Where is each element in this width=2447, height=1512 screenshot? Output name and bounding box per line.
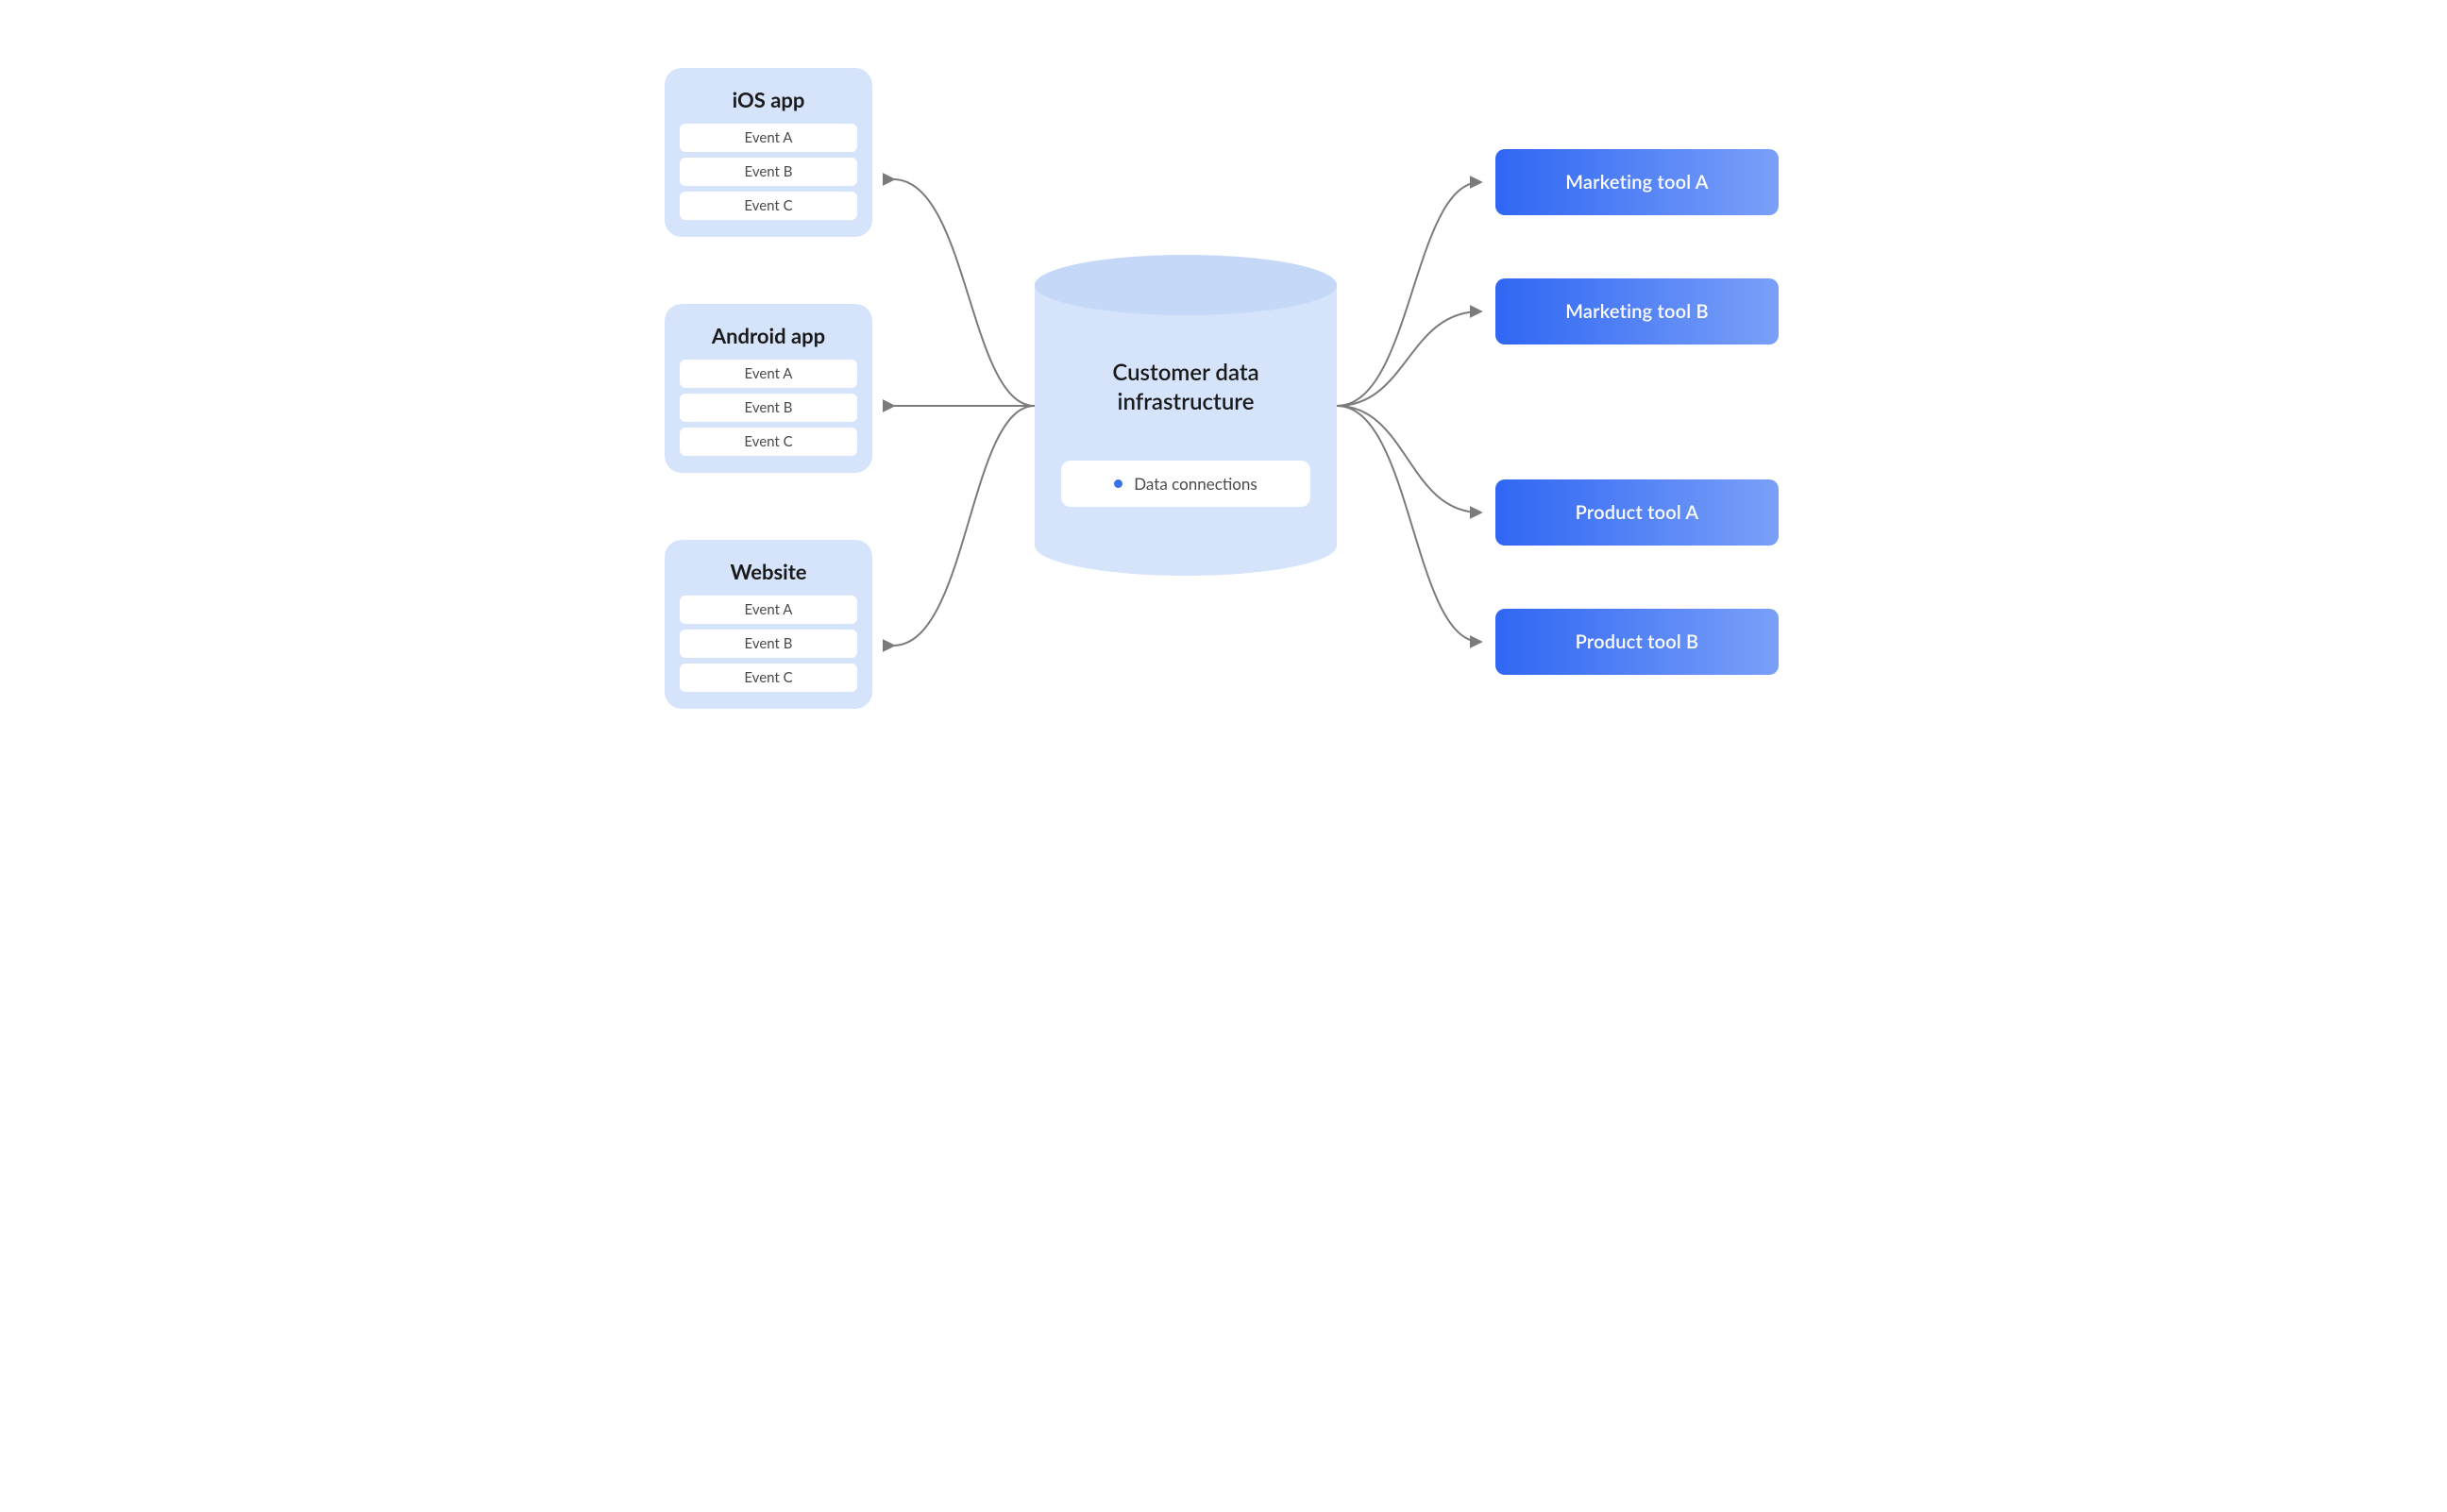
connector-path: [893, 406, 1035, 646]
source-event: Event C: [680, 428, 857, 456]
cylinder-title: Customer data infrastructure: [1035, 358, 1337, 416]
cylinder-chip-label: Data connections: [1134, 474, 1257, 494]
cylinder-bottom-ellipse: [1035, 515, 1337, 576]
dest-card-marketing-tool-b: Marketing tool B: [1495, 278, 1779, 344]
connector-path: [1337, 311, 1480, 406]
connector-path: [1337, 182, 1480, 406]
source-card-website: Website Event A Event B Event C: [665, 540, 872, 709]
source-event: Event A: [680, 124, 857, 152]
connector-path: [1337, 406, 1480, 512]
dest-label: Product tool B: [1576, 630, 1699, 653]
source-title: Website: [680, 559, 857, 584]
dest-card-marketing-tool-a: Marketing tool A: [1495, 149, 1779, 215]
cylinder-customer-data: Customer data infrastructure Data connec…: [1035, 255, 1337, 576]
connector-path: [893, 179, 1035, 406]
dest-card-product-tool-b: Product tool B: [1495, 609, 1779, 675]
source-event: Event B: [680, 630, 857, 658]
diagram-canvas: iOS app Event A Event B Event C Android app E…: [563, 0, 1884, 812]
source-title: iOS app: [680, 87, 857, 112]
source-card-android-app: Android app Event A Event B Event C: [665, 304, 872, 473]
source-event: Event B: [680, 158, 857, 186]
dest-label: Product tool A: [1576, 501, 1699, 524]
source-event: Event B: [680, 394, 857, 422]
dest-card-product-tool-a: Product tool A: [1495, 479, 1779, 546]
cylinder-top-ellipse: [1035, 255, 1337, 315]
dest-label: Marketing tool A: [1565, 171, 1708, 193]
source-card-ios-app: iOS app Event A Event B Event C: [665, 68, 872, 237]
connector-path: [1337, 406, 1480, 642]
cylinder-title-line2: infrastructure: [1118, 388, 1255, 415]
source-event: Event A: [680, 596, 857, 624]
source-event: Event C: [680, 192, 857, 220]
cylinder-chip: Data connections: [1061, 461, 1310, 507]
source-title: Android app: [680, 323, 857, 348]
source-event: Event C: [680, 664, 857, 692]
bullet-dot-icon: [1114, 479, 1122, 488]
dest-label: Marketing tool B: [1565, 300, 1708, 323]
source-event: Event A: [680, 360, 857, 388]
cylinder-title-line1: Customer data: [1112, 359, 1258, 386]
